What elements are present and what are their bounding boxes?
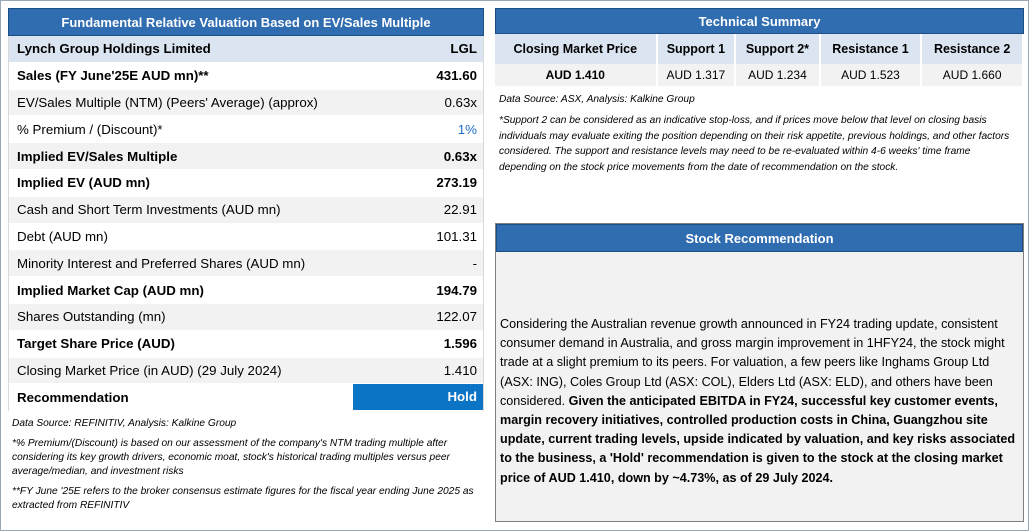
support-footnote: *Support 2 can be considered as an indic… — [499, 115, 1010, 173]
valuation-table: Lynch Group Holdings Limited LGL Sales (… — [8, 36, 484, 412]
row-label: Debt (AUD mn) — [17, 228, 108, 244]
row-value: 194.79 — [436, 282, 477, 298]
row-label: Implied Market Cap (AUD mn) — [17, 282, 204, 298]
row-label: Sales (FY June'25E AUD mn)** — [17, 68, 209, 84]
recommendation-body: Considering the Australian revenue growt… — [500, 317, 1005, 408]
recommendation-badge: Hold — [353, 384, 483, 411]
table-row: Implied EV/Sales Multiple 0.63x — [9, 143, 483, 170]
row-value: 1.596 — [443, 336, 477, 352]
row-label: Target Share Price (AUD) — [17, 336, 175, 352]
row-label: Cash and Short Term Investments (AUD mn) — [17, 202, 281, 218]
stock-recommendation-section: Stock Recommendation Considering the Aus… — [495, 223, 1024, 522]
row-label: Implied EV (AUD mn) — [17, 175, 150, 191]
valuation-source: Data Source: REFINITIV, Analysis: Kalkin… — [12, 418, 237, 430]
table-row: Sales (FY June'25E AUD mn)** 431.60 — [9, 63, 483, 90]
row-label: Shares Outstanding (mn) — [17, 309, 166, 325]
row-label: Implied EV/Sales Multiple — [17, 148, 178, 164]
table-row: Target Share Price (AUD) 1.596 — [9, 331, 483, 358]
valuation-notes: Data Source: REFINITIV, Analysis: Kalkin… — [8, 417, 484, 513]
row-value: 0.63x — [443, 148, 477, 164]
technical-summary-section: Technical Summary Closing Market Price S… — [495, 8, 1024, 175]
table-row: % Premium / (Discount)* 1% — [9, 116, 483, 144]
valuation-section: Fundamental Relative Valuation Based on … — [8, 8, 484, 519]
resistance-2-value: AUD 1.660 — [921, 64, 1024, 86]
resistance-1-value: AUD 1.523 — [819, 64, 923, 86]
technical-table: Closing Market Price Support 1 Support 2… — [495, 34, 1024, 86]
row-label: EV/Sales Multiple (NTM) (Peers' Average)… — [17, 94, 318, 110]
row-value: 0.63x — [444, 94, 477, 110]
support-1-value: AUD 1.317 — [656, 64, 737, 86]
row-label: Recommendation — [17, 389, 129, 405]
company-name: Lynch Group Holdings Limited — [17, 41, 211, 57]
table-row: Implied Market Cap (AUD mn) 194.79 — [9, 277, 483, 304]
fy-footnote: **FY June '25E refers to the broker cons… — [12, 486, 474, 512]
col-support-2: Support 2* — [735, 34, 821, 64]
col-resistance-2: Resistance 2 — [921, 34, 1024, 64]
technical-header-row: Closing Market Price Support 1 Support 2… — [495, 34, 1024, 64]
valuation-title: Fundamental Relative Valuation Based on … — [8, 8, 484, 36]
technical-title: Technical Summary — [495, 8, 1024, 34]
row-value: - — [472, 255, 477, 271]
support-2-value: AUD 1.234 — [735, 64, 821, 86]
row-value: 1.410 — [443, 362, 477, 378]
technical-source: Data Source: ASX, Analysis: Kalkine Grou… — [499, 94, 695, 105]
company-row: Lynch Group Holdings Limited LGL — [9, 36, 483, 63]
row-value: 1% — [457, 121, 477, 137]
table-row: EV/Sales Multiple (NTM) (Peers' Average)… — [9, 89, 483, 117]
col-resistance-1: Resistance 1 — [819, 34, 923, 64]
col-closing-price: Closing Market Price — [495, 34, 658, 64]
technical-value-row: AUD 1.410 AUD 1.317 AUD 1.234 AUD 1.523 … — [495, 64, 1024, 86]
col-support-1: Support 1 — [656, 34, 737, 64]
recommendation-row: Recommendation Hold — [9, 384, 483, 412]
table-row: Implied EV (AUD mn) 273.19 — [9, 170, 483, 197]
table-row: Debt (AUD mn) 101.31 — [9, 224, 483, 251]
recommendation-text: Considering the Australian revenue growt… — [500, 315, 1017, 488]
table-row: Shares Outstanding (mn) 122.07 — [9, 303, 483, 331]
row-value: 273.19 — [436, 175, 477, 191]
row-value: 122.07 — [436, 309, 477, 325]
table-row: Closing Market Price (in AUD) (29 July 2… — [9, 357, 483, 385]
premium-footnote: *% Premium/(Discount) is based on our as… — [12, 438, 450, 478]
row-value: 431.60 — [436, 68, 477, 84]
row-label: Minority Interest and Preferred Shares (… — [17, 255, 306, 271]
ticker: LGL — [450, 41, 477, 57]
row-label: Closing Market Price (in AUD) (29 July 2… — [17, 362, 282, 378]
table-row: Minority Interest and Preferred Shares (… — [9, 250, 483, 278]
row-label: % Premium / (Discount)* — [17, 121, 163, 137]
closing-price-value: AUD 1.410 — [495, 64, 658, 86]
row-value: 101.31 — [436, 228, 477, 244]
recommendation-conclusion: Given the anticipated EBITDA in FY24, su… — [500, 393, 1016, 485]
recommendation-title: Stock Recommendation — [496, 224, 1023, 252]
row-value: 22.91 — [443, 202, 477, 218]
table-row: Cash and Short Term Investments (AUD mn)… — [9, 196, 483, 224]
